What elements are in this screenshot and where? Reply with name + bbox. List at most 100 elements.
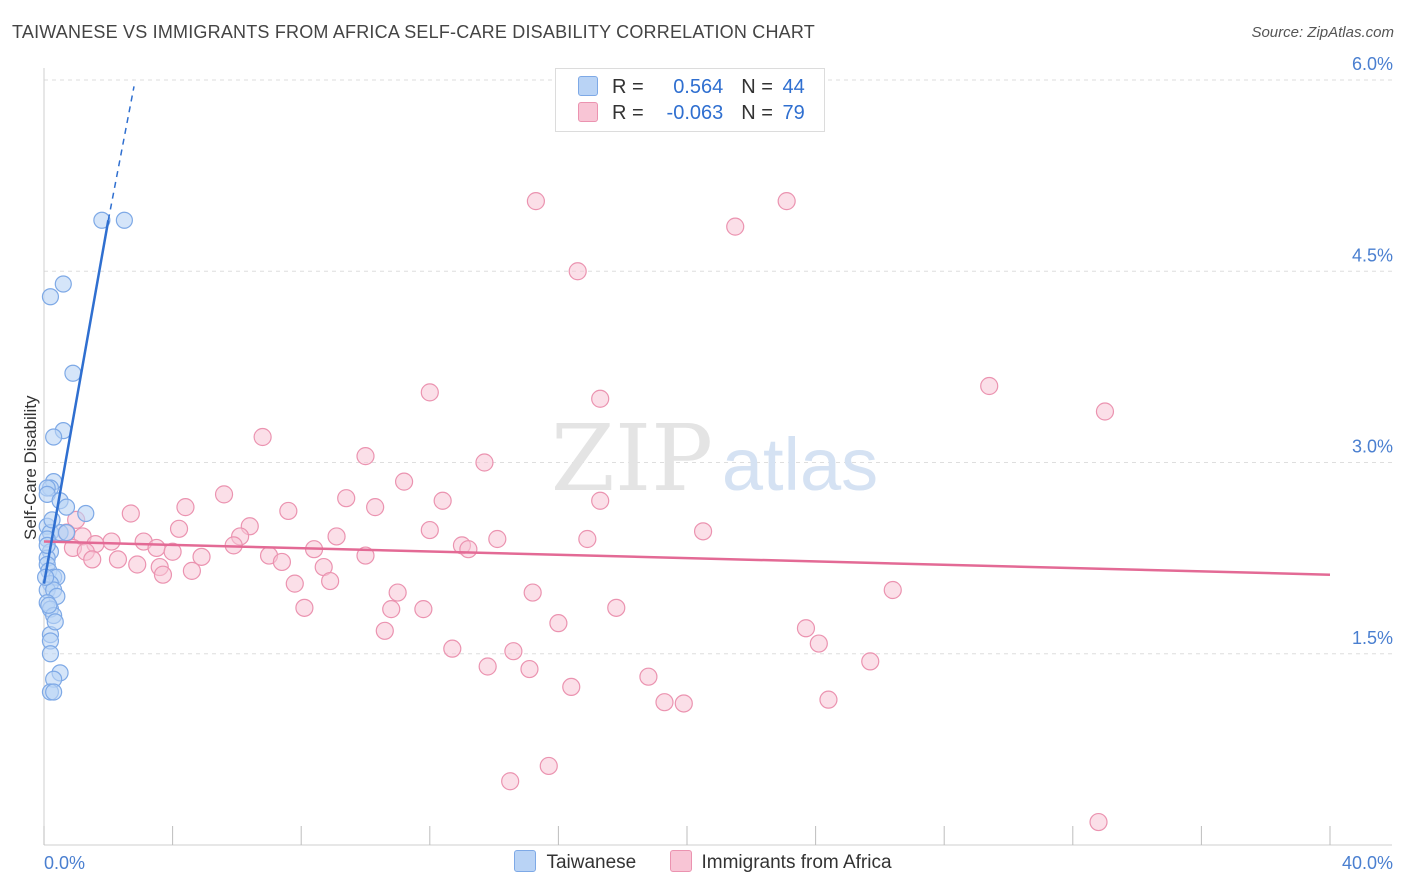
africa-point — [504, 642, 523, 661]
africa-point — [980, 376, 999, 396]
africa-point — [394, 472, 414, 491]
africa-trend-line — [43, 540, 1331, 576]
taiwanese-r-value: 0.564 — [673, 76, 724, 98]
taiwanese-trend-extension — [107, 86, 135, 221]
africa-point — [169, 519, 189, 538]
legend-r-label: R = — [612, 102, 644, 124]
taiwanese-point — [41, 288, 60, 306]
africa-point — [182, 561, 201, 580]
africa-point — [176, 498, 195, 517]
taiwanese-point — [115, 211, 133, 229]
watermark: ZIP atlas — [551, 405, 878, 512]
africa-point — [128, 555, 147, 574]
africa-point — [478, 657, 497, 676]
africa-point — [796, 619, 816, 638]
africa-point — [279, 501, 298, 521]
x-tick-labels: 0.0% 40.0% — [44, 853, 1393, 873]
y-tick-labels: 1.5% 3.0% 4.5% 6.0% — [1352, 54, 1393, 648]
africa-point — [693, 522, 713, 541]
africa-point — [861, 652, 880, 671]
taiwanese-swatch — [578, 76, 598, 96]
africa-point — [356, 447, 375, 466]
africa-point — [321, 571, 340, 591]
africa-point — [147, 538, 166, 558]
africa-point — [337, 489, 356, 508]
africa-point — [578, 529, 597, 549]
source-label: Source: ZipAtlas.com — [1251, 24, 1394, 41]
africa-point — [414, 600, 433, 619]
africa-point — [121, 504, 140, 523]
correlation-legend: R = 0.564 N = 44 R = -0.063 N = 79 — [555, 68, 825, 132]
legend-r-label: R = — [612, 76, 644, 98]
taiwanese-point — [40, 596, 58, 614]
legend-item-africa: Immigrants from Africa — [669, 850, 892, 874]
africa-point — [375, 621, 394, 640]
legend-row-taiwanese: R = 0.564 N = 44 — [578, 76, 805, 102]
africa-point — [102, 532, 121, 551]
africa-point — [433, 491, 452, 510]
taiwanese-point — [46, 613, 64, 631]
legend-row-africa: R = -0.063 N = 79 — [578, 102, 805, 128]
africa-point — [163, 542, 182, 561]
africa-point — [272, 552, 292, 572]
y-tick-label: 6.0% — [1352, 54, 1393, 74]
taiwanese-point — [57, 498, 76, 516]
africa-point — [382, 600, 401, 619]
africa-point — [777, 192, 796, 211]
africa-point — [883, 580, 902, 600]
watermark-atlas: atlas — [722, 423, 878, 506]
chart-title: TAIWANESE VS IMMIGRANTS FROM AFRICA SELF… — [12, 22, 815, 42]
taiwanese-point — [45, 683, 63, 701]
taiwanese-point — [54, 275, 72, 293]
taiwanese-point — [77, 504, 95, 523]
africa-point — [549, 614, 568, 633]
axes — [43, 68, 1392, 846]
taiwanese-point — [45, 428, 63, 446]
africa-point — [1089, 812, 1108, 832]
grid-lines — [44, 79, 1392, 655]
africa-point — [108, 550, 128, 569]
taiwanese-point — [57, 524, 76, 542]
y-axis-title: Self-Care Disability — [21, 395, 40, 540]
africa-point — [83, 550, 102, 569]
africa-legend-swatch — [669, 850, 692, 872]
africa-point — [388, 583, 407, 602]
africa-point — [295, 598, 314, 617]
africa-point — [809, 634, 828, 653]
y-tick-label: 1.5% — [1352, 628, 1393, 648]
taiwanese-n-value: 44 — [782, 76, 805, 98]
taiwanese-point — [43, 511, 61, 529]
africa-point — [568, 262, 587, 281]
africa-point — [488, 529, 507, 549]
taiwanese-trend-line — [42, 220, 110, 584]
africa-point — [819, 690, 838, 709]
africa-point — [420, 383, 439, 402]
africa-point — [475, 453, 494, 472]
africa-point — [655, 693, 674, 712]
africa-r-value: -0.063 — [666, 102, 724, 124]
africa-point — [607, 598, 626, 617]
taiwanese-legend-label: Taiwanese — [546, 852, 637, 873]
africa-point — [501, 772, 520, 791]
taiwanese-legend-swatch — [514, 850, 537, 872]
africa-point — [253, 427, 272, 447]
africa-point — [562, 677, 581, 697]
africa-legend-label: Immigrants from Africa — [701, 852, 892, 873]
africa-point — [539, 756, 558, 776]
africa-point — [214, 485, 234, 504]
africa-point — [153, 565, 173, 584]
africa-point — [520, 659, 539, 679]
africa-point — [420, 520, 439, 540]
trend-lines — [42, 86, 1331, 584]
legend-item-taiwanese: Taiwanese — [514, 850, 636, 874]
taiwanese-point — [41, 645, 60, 663]
africa-point — [459, 540, 478, 559]
watermark-zip: ZIP — [551, 405, 713, 512]
africa-point — [674, 694, 693, 713]
africa-point — [726, 217, 745, 236]
africa-point — [356, 546, 375, 565]
legend-n-label: N = — [741, 76, 773, 98]
y-tick-label: 3.0% — [1352, 437, 1393, 457]
africa-point — [523, 583, 542, 602]
